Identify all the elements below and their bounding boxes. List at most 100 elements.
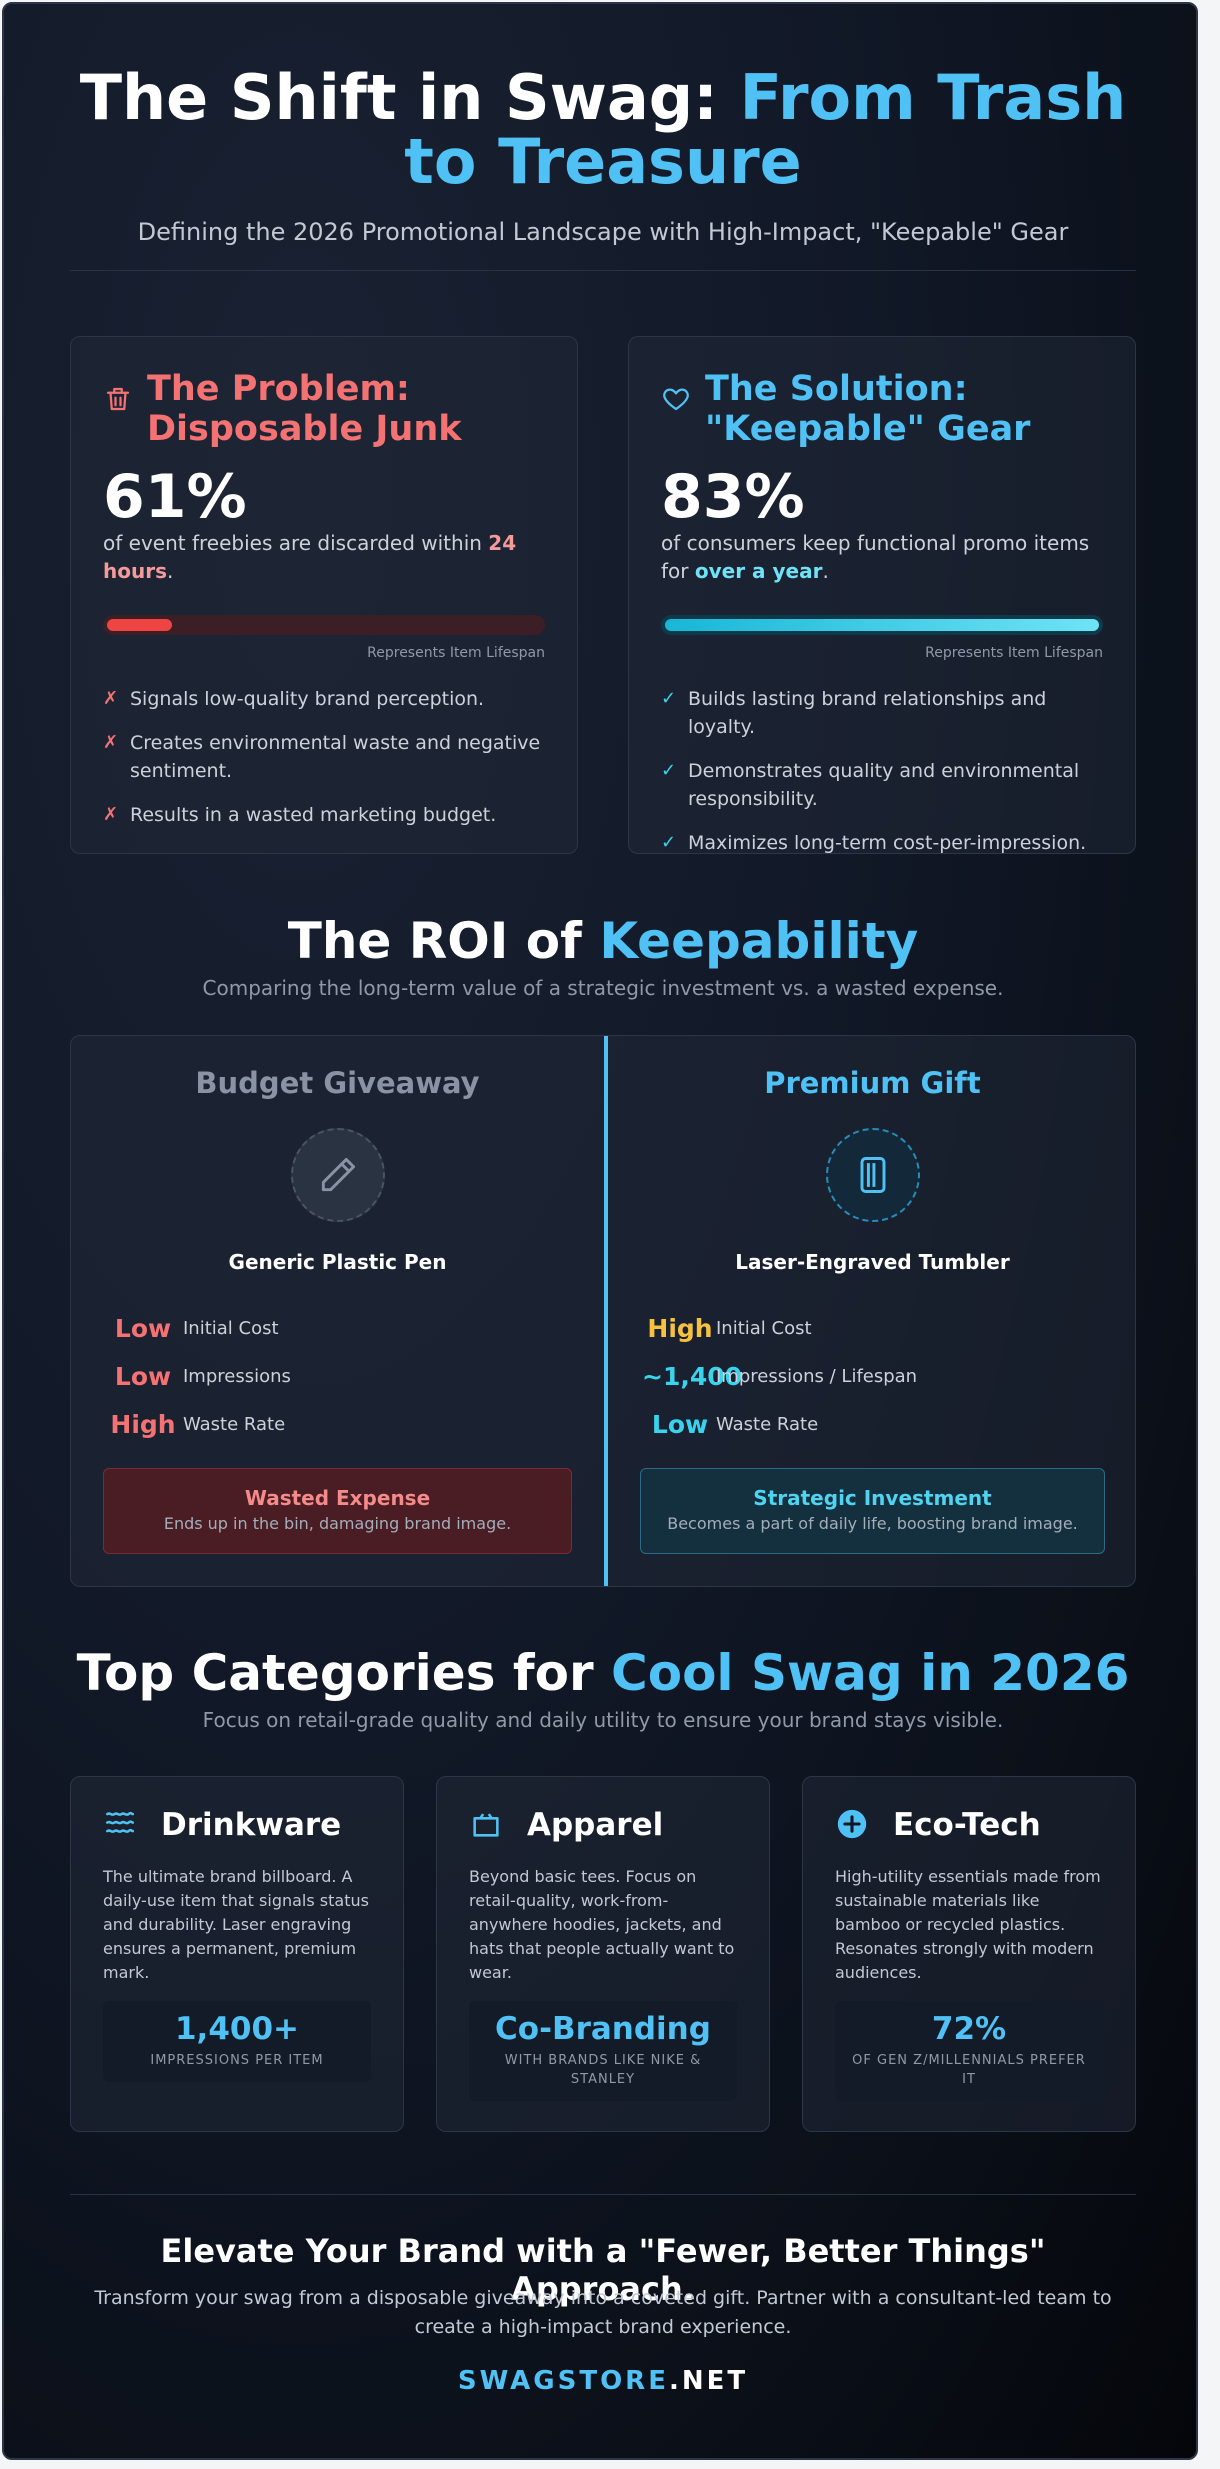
page-subtitle: Defining the 2026 Promotional Landscape … (137, 218, 1069, 246)
stat-label: OF GEN Z/MILLENNIALS PREFER IT (852, 2053, 1086, 2087)
categories-title: Top Categories for Cool Swag in 2026 (70, 1644, 1136, 1702)
desc-end: . (166, 559, 174, 583)
stat-value: 1,400+ (174, 2011, 300, 2047)
roi-title: The ROI of Keepability (70, 912, 1136, 970)
categories-subtitle: Focus on retail-grade quality and daily … (202, 1708, 1004, 1732)
bar-caption: Represents Item Lifespan (367, 645, 545, 661)
budget-giveaway-column: Budget Giveaway Generic Plastic Pen Low I… (71, 1036, 604, 1586)
premium-metrics: High Initial Cost ~1,400 Impressions / Lif… (608, 1304, 1137, 1448)
category-description: The ultimate brand billboard. A daily-us… (103, 1867, 369, 1982)
verdict-subtitle: Ends up in the bin, damaging brand image… (163, 1514, 512, 1533)
bullet-text: Demonstrates quality and environmental r… (688, 760, 1080, 810)
stat-value: Co-Branding (495, 2011, 711, 2047)
bar-caption: Represents Item Lifespan (925, 645, 1103, 661)
infographic-frame: The Shift in Swag: From Trash to Treasur… (2, 2, 1198, 2460)
category-title: Eco-Tech (893, 1807, 1041, 1843)
desc-text: of event freebies are discarded within (103, 531, 489, 555)
metric-label: Initial Cost (716, 1317, 812, 1339)
desc-highlight: 24 hours (103, 531, 517, 583)
title-text: Top Categories for (76, 1644, 612, 1702)
water-icon (103, 1807, 139, 1843)
footer-text: Transform your swag from a disposable gi… (94, 2287, 1112, 2338)
category-title: Drinkware (161, 1807, 342, 1843)
divider (70, 270, 1136, 271)
budget-metrics: Low Initial Cost Low Impressions High Waste… (71, 1304, 604, 1448)
desc-text: of consumers keep functional promo items… (661, 531, 1090, 583)
metric-value: ~1,400 (642, 1361, 743, 1391)
footer-title: Elevate Your Brand with a "Fewer, Better… (160, 2232, 1046, 2308)
bullet-text: Maximizes long-term cost-per-impression. (688, 832, 1087, 854)
list-item: ✓ Maximizes long-term cost-per-impression… (661, 829, 1103, 857)
divider (70, 2194, 1136, 2195)
problem-bullets: ✗ Signals low-quality brand perception. ✗… (103, 685, 545, 829)
brand-link[interactable]: SWAGSTORE.NET (70, 2366, 1136, 2396)
list-item: ✓ Demonstrates quality and environmental … (661, 757, 1103, 813)
heart-icon (661, 383, 691, 415)
list-item: ✗ Results in a wasted marketing budget. (103, 801, 545, 829)
premium-title: Premium Gift (764, 1066, 981, 1100)
list-item: ✗ Signals low-quality brand perception. (103, 685, 545, 713)
budget-item-name: Generic Plastic Pen (228, 1250, 447, 1274)
desc-end: . (822, 559, 829, 583)
roi-subtitle: Comparing the long-term value of a strat… (202, 976, 1004, 1000)
category-stat: 72% OF GEN Z/MILLENNIALS PREFER IT (835, 2001, 1103, 2101)
metric-row: High Waste Rate (103, 1400, 604, 1448)
desc-highlight: over a year (694, 559, 823, 583)
bullet-text: Creates environmental waste and negative… (130, 732, 541, 782)
metric-value: High (110, 1409, 176, 1439)
solution-description: of consumers keep functional promo items… (661, 529, 1103, 585)
metric-row: Low Waste Rate (640, 1400, 1137, 1448)
shirt-icon (469, 1807, 505, 1843)
problem-description: of event freebies are discarded within 2… (103, 529, 545, 585)
bullet-text: Builds lasting brand relationships and l… (688, 688, 1047, 738)
solution-card: The Solution: "Keepable" Gear 83% of con… (628, 336, 1136, 854)
brand-name: SWAGSTORE (457, 2366, 669, 2396)
metric-row: High Initial Cost (640, 1304, 1137, 1352)
metric-row: ~1,400 Impressions / Lifespan (640, 1352, 1137, 1400)
category-card-drinkware: Drinkware The ultimate brand billboard. … (70, 1776, 404, 2132)
tumbler-icon (825, 1128, 920, 1222)
check-icon: ✓ (661, 688, 677, 709)
category-title: Apparel (527, 1807, 664, 1843)
x-mark-icon: ✗ (103, 688, 119, 709)
title-accent: From Trash to Treasure (404, 61, 1127, 198)
category-card-apparel: Apparel Beyond basic tees. Focus on reta… (436, 1776, 770, 2132)
metric-row: Low Initial Cost (103, 1304, 604, 1352)
hero: The Shift in Swag: From Trash to Treasur… (70, 66, 1136, 247)
metric-row: Low Impressions (103, 1352, 604, 1400)
check-icon: ✓ (661, 832, 677, 853)
title-text: The Shift in Swag: (79, 61, 740, 134)
premium-item-name: Laser-Engraved Tumbler (735, 1250, 1010, 1274)
metric-label: Waste Rate (183, 1413, 286, 1435)
metric-value: Low (114, 1361, 172, 1391)
metric-value: Low (651, 1409, 709, 1439)
verdict-wasted-expense: Wasted Expense Ends up in the bin, damag… (103, 1468, 572, 1554)
category-stat: 1,400+ IMPRESSIONS PER ITEM (103, 2001, 371, 2082)
lifespan-bar (661, 615, 1103, 635)
check-icon: ✓ (661, 760, 677, 781)
stat-label: WITH BRANDS LIKE NIKE & STANLEY (504, 2053, 702, 2087)
trash-icon (103, 383, 133, 415)
verdict-strategic-investment: Strategic Investment Becomes a part of d… (640, 1468, 1105, 1554)
metric-label: Initial Cost (183, 1317, 279, 1339)
verdict-title: Strategic Investment (753, 1486, 992, 1510)
x-mark-icon: ✗ (103, 732, 119, 753)
category-stat: Co-Branding WITH BRANDS LIKE NIKE & STAN… (469, 2001, 737, 2101)
metric-label: Waste Rate (716, 1413, 819, 1435)
premium-gift-column: Premium Gift Laser-Engraved Tumbler High… (608, 1036, 1137, 1586)
stat-label: IMPRESSIONS PER ITEM (150, 2053, 324, 2068)
brand-tld: .NET (668, 2366, 749, 2396)
x-mark-icon: ✗ (103, 804, 119, 825)
page-title: The Shift in Swag: From Trash to Treasur… (70, 66, 1136, 194)
bullet-text: Results in a wasted marketing budget. (130, 804, 497, 826)
lifespan-bar-fill (665, 619, 1099, 631)
title-text: The ROI of (287, 912, 600, 970)
title-accent: Cool Swag in 2026 (611, 1644, 1130, 1702)
metric-label: Impressions (183, 1365, 291, 1387)
category-description: High-utility essentials made from sustai… (835, 1867, 1101, 1982)
solution-bullets: ✓ Builds lasting brand relationships and … (661, 685, 1103, 857)
stat-value: 72% (931, 2011, 1007, 2047)
bullet-text: Signals low-quality brand perception. (130, 688, 485, 710)
verdict-subtitle: Becomes a part of daily life, boosting b… (667, 1514, 1078, 1533)
list-item: ✗ Creates environmental waste and negativ… (103, 729, 545, 785)
